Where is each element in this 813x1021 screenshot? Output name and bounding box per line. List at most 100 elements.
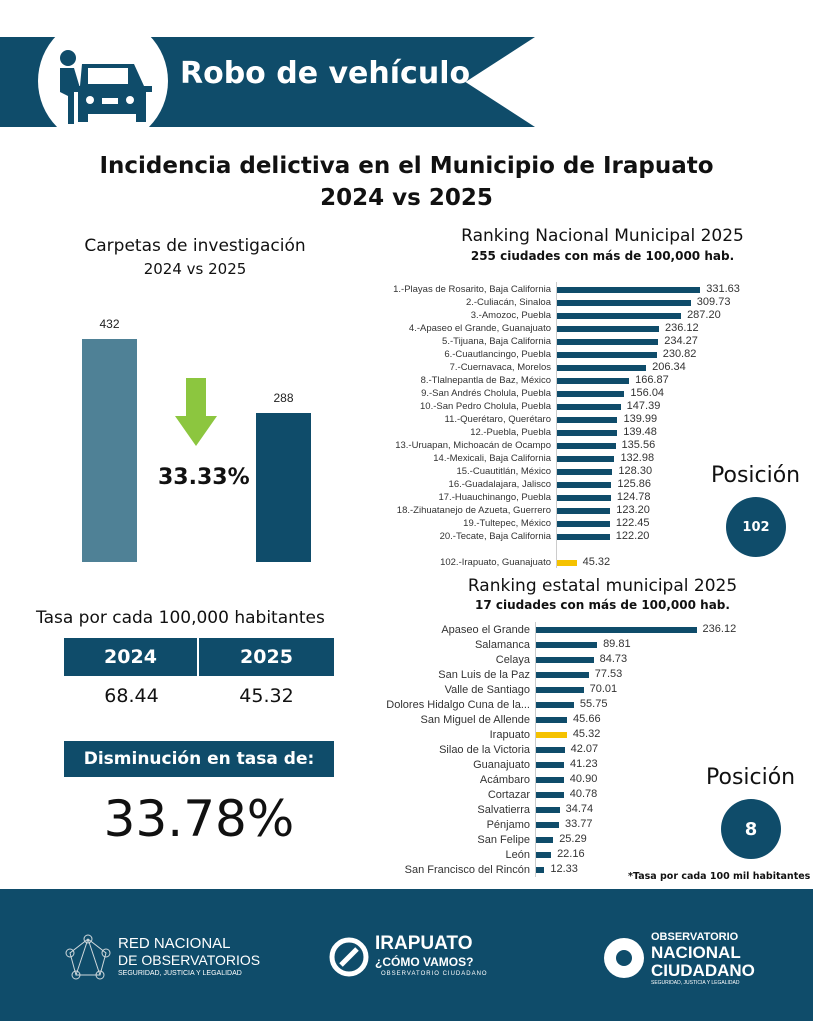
bar bbox=[557, 365, 647, 371]
bar bbox=[557, 300, 691, 306]
category-label: San Luis de la Paz bbox=[438, 669, 530, 681]
bar bbox=[557, 287, 701, 293]
national-position-badge: 102 bbox=[726, 497, 786, 557]
category-label: Celaya bbox=[495, 654, 530, 666]
state-position-label: Posición bbox=[706, 765, 796, 790]
state-position-badge: 8 bbox=[721, 799, 781, 859]
bar-value-label: 128.30 bbox=[618, 465, 653, 477]
category-label: Valle de Santiago bbox=[444, 684, 530, 696]
bar-value-label: 309.73 bbox=[696, 296, 731, 308]
bar-value-label: 125.86 bbox=[617, 478, 652, 490]
irapuato-logo-icon bbox=[329, 937, 369, 977]
category-label: 15.-Cuautitlán, México bbox=[456, 466, 551, 477]
bar-value-label: 206.34 bbox=[652, 361, 686, 373]
bar-value-label: 40.90 bbox=[569, 773, 598, 785]
bar bbox=[557, 378, 630, 384]
state-ranking-subtitle: 17 ciudades con más de 100,000 hab. bbox=[475, 598, 730, 612]
aperture-icon bbox=[604, 938, 644, 978]
logo3-line1: OBSERVATORIO bbox=[651, 931, 739, 943]
bar bbox=[536, 747, 565, 753]
bar-value-label: 25.29 bbox=[559, 833, 587, 845]
bar-value-label: 122.20 bbox=[615, 530, 650, 542]
rate-value-2024: 68.44 bbox=[104, 685, 159, 707]
bar bbox=[536, 687, 584, 693]
bar-value-label: 139.99 bbox=[623, 413, 658, 425]
bar bbox=[536, 867, 545, 873]
category-label: 8.-Tlalnepantla de Baz, México bbox=[420, 375, 551, 386]
category-label: San Miguel de Allende bbox=[420, 714, 530, 726]
category-label: Apaseo el Grande bbox=[441, 624, 530, 636]
category-label: 16.-Guadalajara, Jalisco bbox=[448, 479, 551, 490]
bar-value-label: 287.20 bbox=[687, 309, 721, 321]
bar-value-label: 89.81 bbox=[603, 638, 631, 650]
bar bbox=[536, 642, 598, 648]
bar bbox=[557, 430, 618, 436]
car-thief-icon bbox=[38, 16, 168, 146]
bar bbox=[536, 627, 697, 633]
bar bbox=[557, 456, 615, 462]
category-label: 20.-Tecate, Baja California bbox=[439, 531, 551, 542]
bar bbox=[536, 657, 594, 663]
category-label: San Francisco del Rincón bbox=[404, 864, 530, 876]
change-percent: 33.33% bbox=[158, 465, 250, 490]
rate-table: 2024 2025 68.44 45.32 bbox=[64, 638, 334, 716]
rate-header-2024: 2024 bbox=[64, 638, 199, 676]
logo2-line1: IRAPUATO bbox=[375, 933, 473, 954]
bar-value-label: 331.63 bbox=[706, 283, 740, 295]
logo1-line3: SEGURIDAD, JUSTICIA Y LEGALIDAD bbox=[118, 970, 242, 977]
bar-value-label: 40.78 bbox=[569, 788, 598, 800]
category-label: 19.-Tultepec, México bbox=[463, 518, 551, 529]
rate-value-2025: 45.32 bbox=[239, 685, 294, 707]
logo3-line3: CIUDADANO bbox=[651, 961, 755, 980]
bar bbox=[557, 534, 610, 540]
bar bbox=[557, 313, 682, 319]
logo2-line2: ¿CÓMO VAMOS? bbox=[375, 955, 474, 969]
bar-value-label: 55.75 bbox=[579, 698, 608, 710]
category-label: Salvatierra bbox=[477, 804, 530, 816]
down-arrow-icon bbox=[175, 378, 217, 450]
bar bbox=[536, 807, 560, 813]
category-label: 18.-Zihuatanejo de Azueta, Guerrero bbox=[396, 505, 551, 516]
category-label: Salamanca bbox=[474, 639, 530, 651]
category-label: 7.-Cuernavaca, Morelos bbox=[449, 362, 551, 373]
bar-2024 bbox=[82, 339, 137, 562]
banner-title: Robo de vehículo bbox=[180, 56, 471, 91]
bar bbox=[536, 792, 564, 798]
bar bbox=[557, 352, 657, 358]
national-position-label: Posición bbox=[711, 463, 801, 488]
bar bbox=[536, 777, 564, 783]
bar-value-label: 12.33 bbox=[550, 863, 578, 875]
category-label: 5.-Tijuana, Baja California bbox=[442, 336, 551, 347]
bar-value-label: 34.74 bbox=[565, 803, 594, 815]
bar bbox=[557, 495, 611, 501]
bar bbox=[557, 443, 616, 449]
bar-value-label: 42.07 bbox=[570, 743, 599, 755]
bar-value-label: 77.53 bbox=[594, 668, 623, 680]
carpetas-subtitle: 2024 vs 2025 bbox=[143, 260, 247, 278]
category-label: 3.-Amozoc, Puebla bbox=[470, 310, 551, 321]
bar-2025 bbox=[256, 413, 311, 562]
network-icon bbox=[65, 934, 111, 980]
bar-value-label: 45.32 bbox=[572, 728, 601, 740]
bar bbox=[536, 672, 589, 678]
logo2-line3: OBSERVATORIO CIUDADANO bbox=[381, 971, 488, 977]
logo1-line1: RED NACIONAL bbox=[118, 935, 231, 952]
rate-header-2025: 2025 bbox=[199, 638, 334, 676]
category-label: Acámbaro bbox=[479, 774, 530, 786]
highlight-bar bbox=[557, 560, 577, 566]
bar bbox=[536, 837, 554, 843]
logo1-line2: DE OBSERVATORIOS bbox=[118, 952, 261, 968]
bar-value-label: 236.12 bbox=[665, 322, 699, 334]
bar-value-label: 84.73 bbox=[599, 653, 628, 665]
bar bbox=[557, 391, 625, 397]
bar-value-label: 41.23 bbox=[570, 758, 598, 770]
category-label: 6.-Cuautlancingo, Puebla bbox=[444, 349, 551, 360]
bar-value-label: 234.27 bbox=[664, 335, 698, 347]
bar bbox=[536, 717, 568, 723]
axis-line bbox=[556, 282, 557, 568]
bar-value-label: 123.20 bbox=[616, 504, 650, 516]
bar bbox=[557, 469, 613, 475]
highlight-bar bbox=[536, 732, 567, 738]
bar-value-label: 156.04 bbox=[630, 387, 665, 399]
bar-value-label: 70.01 bbox=[589, 683, 618, 695]
